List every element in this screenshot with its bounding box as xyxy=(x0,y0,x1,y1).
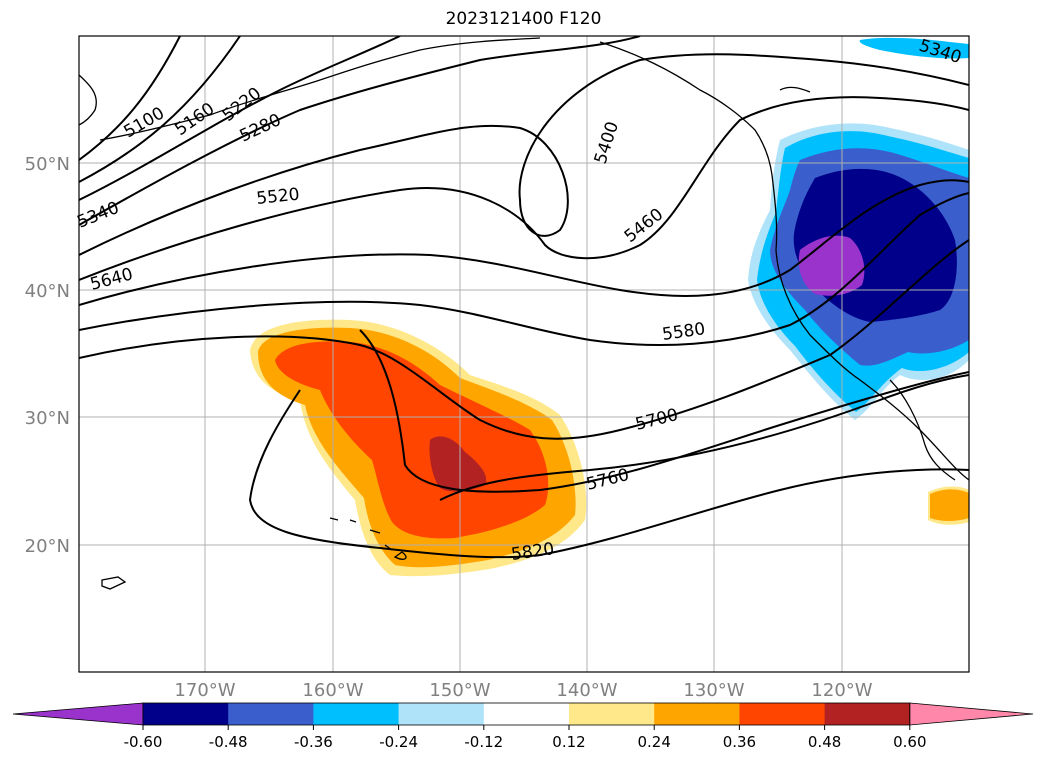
colorbar-segment xyxy=(654,703,740,725)
colorbar-arrow-right xyxy=(909,702,1034,726)
map-frame xyxy=(78,35,970,673)
colorbar-segments xyxy=(12,702,1034,726)
colorbar-tick-label: 0.36 xyxy=(723,733,756,751)
lon-label-160w: 160°W xyxy=(302,680,363,701)
colorbar-segment xyxy=(143,703,229,725)
colorbar-segment xyxy=(313,703,400,725)
contour-label-5700: 5700 xyxy=(633,405,680,435)
colorbar-ticks: -0.60 -0.48 -0.36 -0.24 -0.12 0.12 0.24 0.36 0.4… xyxy=(124,725,927,751)
contour-label-5100: 5100 xyxy=(121,103,168,142)
map-title: 2023121400 F120 xyxy=(445,9,602,29)
colorbar-segment xyxy=(824,703,911,725)
colorbar-outline xyxy=(142,702,911,726)
colorbar-segment xyxy=(228,703,314,725)
lon-label-150w: 150°W xyxy=(429,680,490,701)
lon-label-170w: 170°W xyxy=(174,680,235,701)
height-contours xyxy=(79,36,969,559)
contour-label-5520: 5520 xyxy=(255,185,300,209)
contour-label-5340-ne: 5340 xyxy=(916,36,963,68)
colorbar-tick-label: 0.48 xyxy=(808,733,841,751)
contour-label-5160: 5160 xyxy=(171,99,218,140)
lat-label-20n: 20°N xyxy=(25,536,70,557)
lat-label-40n: 40°N xyxy=(25,281,70,302)
colorbar-tick-label: 0.60 xyxy=(893,733,926,751)
contour-label-5460: 5460 xyxy=(621,205,667,247)
lon-label-140w: 140°W xyxy=(556,680,617,701)
colorbar-segment xyxy=(739,703,826,725)
contour-label-5340: 5340 xyxy=(74,198,122,233)
lon-label-130w: 130°W xyxy=(683,680,744,701)
colorbar-tick-label: -0.60 xyxy=(124,733,163,751)
positive-anomaly-region xyxy=(250,319,969,577)
colorbar: -0.60 -0.48 -0.36 -0.24 -0.12 0.12 0.24 0.36 0.4… xyxy=(12,702,1034,751)
contour-label-5400: 5400 xyxy=(591,119,623,166)
colorbar-tick-label: 0.12 xyxy=(552,733,585,751)
colorbar-segment xyxy=(483,703,570,725)
colorbar-tick-label: -0.36 xyxy=(294,733,333,751)
lat-label-50n: 50°N xyxy=(25,154,70,175)
gridlines xyxy=(79,36,969,672)
colorbar-arrow-left xyxy=(12,702,144,726)
longitude-labels: 170°W 160°W 150°W 140°W 130°W 120°W xyxy=(174,680,872,701)
colorbar-segment xyxy=(398,703,485,725)
lat-label-30n: 30°N xyxy=(25,408,70,429)
colorbar-tick-label: -0.48 xyxy=(209,733,248,751)
colorbar-tick-label: 0.24 xyxy=(637,733,670,751)
contour-label-5580: 5580 xyxy=(661,319,707,345)
latitude-labels: 50°N 40°N 30°N 20°N xyxy=(25,154,70,557)
negative-anomaly-region xyxy=(748,37,969,420)
colorbar-tick-label: -0.24 xyxy=(379,733,418,751)
lon-label-120w: 120°W xyxy=(811,680,872,701)
colorbar-tick-label: -0.12 xyxy=(464,733,503,751)
colorbar-segment xyxy=(569,703,655,725)
